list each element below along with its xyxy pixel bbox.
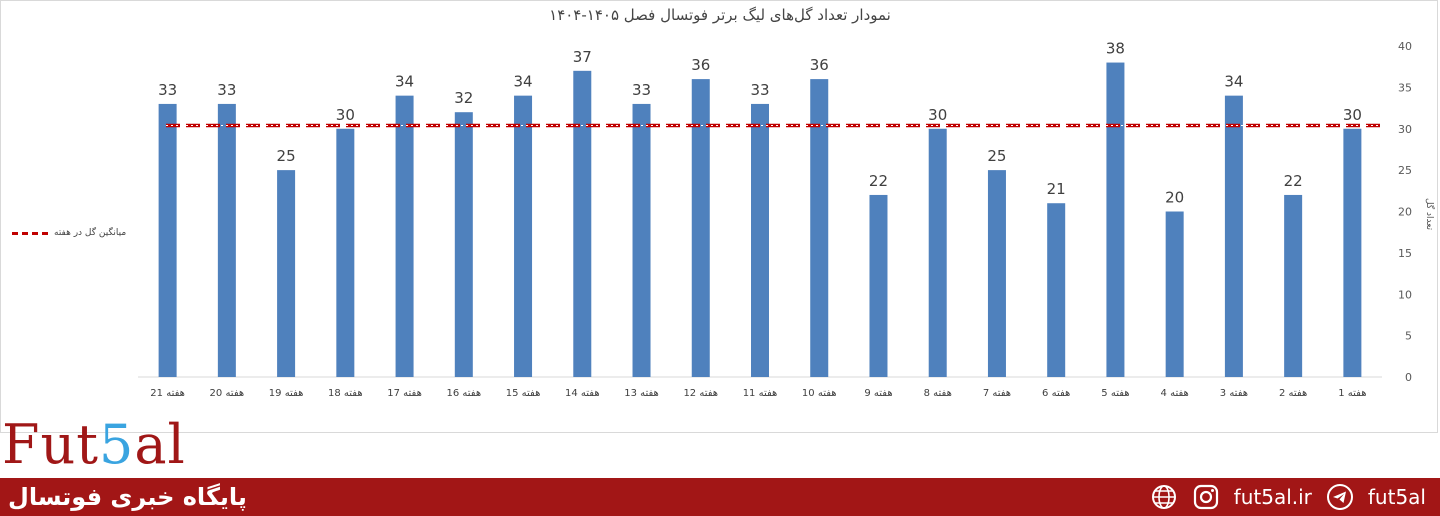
x-tick-label: هفته 5 [1101,388,1129,399]
chart-frame [0,0,1438,433]
x-tick-label: هفته 8 [924,388,952,399]
data-label: 38 [1106,40,1125,58]
bar [751,103,769,378]
data-label: 30 [336,106,355,124]
bar-chart: 0 5 10 15 20 25 30 35 40 30 هفته 1 22 هفته 2 34 هفته 3… [138,40,1412,399]
data-label: 22 [1284,172,1303,190]
data-label: 33 [750,81,769,99]
data-label: 25 [987,147,1006,165]
logo-five: 5 [98,413,135,476]
data-label: 20 [1165,189,1184,207]
data-label: 37 [573,48,592,66]
legend-label: میانگین گل در هفته [54,228,127,238]
x-tick-label: هفته 11 [743,388,778,399]
x-tick-label: هفته 12 [683,388,718,399]
instagram-icon[interactable] [1192,483,1220,511]
bar [691,79,710,377]
x-tick-label: هفته 20 [210,388,245,399]
bar [1343,128,1362,377]
data-label: 30 [928,106,947,124]
bar [454,112,473,377]
data-label: 33 [632,81,651,99]
data-label: 25 [277,147,296,165]
data-label: 34 [1224,73,1243,91]
y-tick-label: 0 [1405,371,1412,384]
telegram-icon[interactable] [1326,483,1354,511]
bar [1224,95,1243,378]
bar [810,79,829,377]
bar [1106,62,1125,378]
y-tick-label: 5 [1405,330,1412,343]
y-tick-label: 35 [1398,81,1412,94]
x-tick-label: هفته 16 [446,388,481,399]
y-tick-label: 25 [1398,164,1412,177]
data-label: 21 [1047,180,1066,198]
x-tick-label: هفته 18 [328,388,363,399]
bar [987,170,1006,377]
chart-title: نمودار تعداد گل‌های لیگ برتر فوتسال فصل … [549,6,891,24]
legend-line-swatch [12,231,48,235]
x-tick-label: هفته 2 [1279,388,1307,399]
bar [928,128,947,377]
bar [1284,194,1303,377]
x-tick-label: هفته 10 [802,388,837,399]
bar [573,70,592,377]
y-tick-label: 10 [1398,288,1412,301]
bar [1047,203,1066,377]
data-label: 30 [1343,106,1362,124]
data-label: 33 [158,81,177,99]
globe-icon[interactable] [1150,483,1178,511]
telegram-handle[interactable]: fut5al [1367,485,1426,509]
bar [632,103,651,378]
data-label: 36 [810,56,829,74]
bar [217,103,236,378]
bar [158,103,177,378]
y-tick-label: 30 [1398,123,1412,136]
x-tick-label: هفته 19 [269,388,304,399]
bar [869,194,888,377]
x-tick-label: هفته 15 [506,388,541,399]
x-tick-label: هفته 14 [565,388,600,399]
footer-social-links: fut5al.ir fut5al [1150,483,1426,511]
bar [395,95,414,378]
x-tick-label: هفته 3 [1220,388,1248,399]
bar [336,128,355,377]
footer-bar: پایگاه خبری فوتسال fut5al.ir fut5al [0,478,1440,516]
data-label: 22 [869,172,888,190]
logo-suffix: al [134,413,186,476]
y-tick-label: 15 [1398,247,1412,260]
x-tick-label: هفته 6 [1042,388,1070,399]
data-label: 34 [514,73,533,91]
site-logo: Fut5al [2,414,186,476]
bar [1165,211,1184,377]
y-tick-label: 20 [1398,206,1412,219]
y-tick-label: 40 [1398,40,1412,53]
logo-prefix: Fut [2,413,99,476]
x-tick-label: هفته 1 [1338,388,1366,399]
x-tick-label: هفته 7 [983,388,1011,399]
y-axis-label: تعداد گل [1424,197,1434,230]
x-tick-label: هفته 9 [864,388,892,399]
website-link[interactable]: fut5al.ir [1233,485,1312,509]
data-label: 34 [395,73,414,91]
x-tick-label: هفته 13 [624,388,659,399]
x-tick-label: هفته 4 [1161,388,1189,399]
footer-title: پایگاه خبری فوتسال [8,483,247,511]
bar [277,170,296,377]
x-tick-label: هفته 21 [150,388,185,399]
legend: میانگین گل در هفته [12,226,126,240]
data-label: 36 [691,56,710,74]
data-label: 33 [217,81,236,99]
data-label: 32 [454,89,473,107]
x-tick-label: هفته 17 [387,388,422,399]
bar [514,95,533,378]
